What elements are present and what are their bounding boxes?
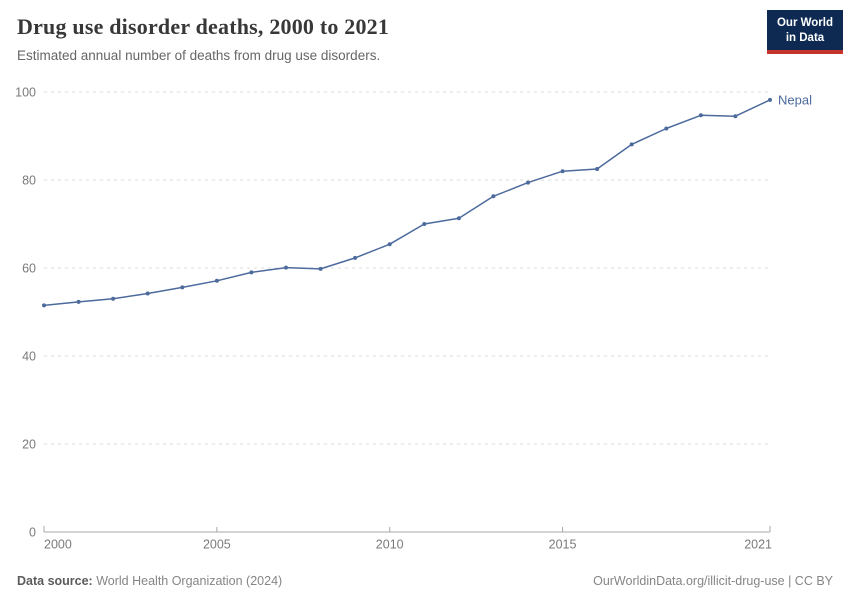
data-point — [353, 255, 358, 260]
data-point — [698, 113, 703, 118]
series-line-nepal — [43, 99, 771, 307]
data-point — [491, 194, 496, 199]
data-point — [180, 285, 185, 290]
chart-header: Drug use disorder deaths, 2000 to 2021 E… — [17, 14, 750, 63]
owid-logo: Our World in Data — [767, 10, 843, 54]
data-point — [111, 296, 116, 301]
owid-logo-line1: Our World — [776, 17, 833, 29]
y-axis-tick-label: 20 — [22, 438, 36, 452]
data-point — [42, 303, 46, 308]
chart-footer: Data source: World Health Organization (… — [17, 574, 833, 588]
data-point — [76, 299, 81, 304]
x-axis-tick-label: 2021 — [744, 538, 772, 552]
data-point — [768, 97, 772, 102]
x-axis-tick-label: 2015 — [549, 538, 577, 552]
x-axis-tick-label: 2000 — [44, 538, 72, 552]
data-source-value: World Health Organization (2024) — [96, 574, 283, 588]
data-point — [387, 242, 392, 247]
data-point — [560, 169, 565, 174]
y-axis-tick-label: 40 — [22, 350, 36, 364]
data-point — [456, 216, 461, 221]
data-point — [629, 142, 634, 147]
credit-line: OurWorldinData.org/illicit-drug-use | CC… — [593, 574, 833, 588]
y-axis-tick-label: 100 — [15, 86, 36, 100]
data-point — [318, 266, 323, 271]
y-axis-tick-label: 80 — [22, 174, 36, 188]
data-point — [284, 265, 288, 270]
chart-subtitle: Estimated annual number of deaths from d… — [17, 48, 381, 63]
line-chart: 0 20 40 60 80 100 2000 2005 2010 2015 2021 Nepal — [0, 85, 850, 555]
owid-logo-line2: in Data — [785, 31, 825, 44]
x-axis-tick-label: 2010 — [376, 538, 404, 552]
data-point — [526, 180, 530, 185]
data-point — [249, 270, 254, 275]
page-title: Drug use disorder deaths, 2000 to 2021 — [17, 14, 390, 39]
data-point — [664, 126, 669, 131]
data-point — [145, 291, 150, 296]
x-axis-tick-label: 2005 — [203, 538, 231, 552]
data-point — [595, 167, 600, 171]
data-point — [733, 114, 738, 119]
data-point — [214, 278, 219, 283]
y-axis-tick-label: 0 — [29, 526, 36, 540]
series-label-nepal[interactable]: Nepal — [778, 92, 812, 107]
y-axis-tick-label: 60 — [22, 262, 36, 276]
data-source: Data source: World Health Organization (… — [17, 574, 282, 588]
chart-canvas: 0 20 40 60 80 100 2000 2005 2010 2015 2021 Nepal — [15, 86, 812, 552]
data-source-label: Data source: — [17, 574, 93, 588]
data-point — [422, 222, 427, 226]
